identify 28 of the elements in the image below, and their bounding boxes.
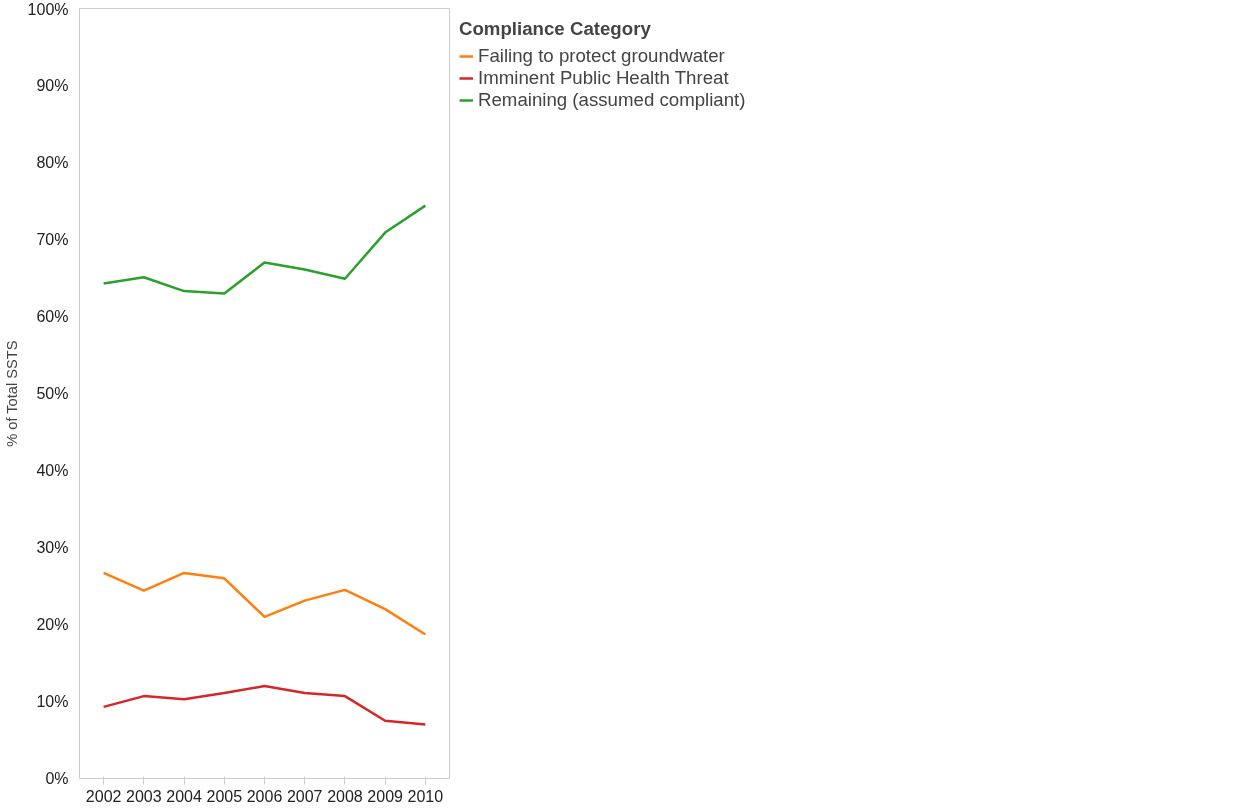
x-tick-label: 2002 <box>85 787 122 805</box>
x-tick-label: 2007 <box>286 787 323 805</box>
x-tick-label: 2006 <box>246 787 283 805</box>
y-tick-label: 80% <box>36 154 69 171</box>
y-tick-label: 30% <box>36 539 69 556</box>
y-tick-label: 60% <box>36 308 69 325</box>
y-tick-label: 70% <box>36 231 69 248</box>
y-tick-label: 0% <box>45 770 69 787</box>
y-tick-label: 90% <box>36 77 69 94</box>
legend-title: Compliance Category <box>459 18 652 40</box>
x-tick-label: 2010 <box>407 787 444 805</box>
x-tick-label: 2003 <box>126 787 162 805</box>
legend-label: Remaining (assumed compliant) <box>478 89 746 111</box>
line-series <box>102 571 427 636</box>
legend-label: Failing to protect groundwater <box>478 45 725 67</box>
x-tick-label: 2008 <box>327 787 363 805</box>
line-series <box>102 684 427 726</box>
x-tick-label: 2004 <box>166 787 202 805</box>
y-tick-label: 100% <box>27 0 69 18</box>
legend-label: Imminent Public Health Threat <box>478 67 729 89</box>
x-tick-label: 2005 <box>206 787 243 805</box>
y-tick-label: 10% <box>36 693 69 710</box>
line-series <box>102 204 427 295</box>
y-tick-label: 50% <box>36 385 69 402</box>
y-axis-title: % of Total SSTS <box>3 340 20 447</box>
x-tick-label: 2009 <box>367 787 404 805</box>
y-tick-label: 20% <box>36 616 69 633</box>
y-tick-label: 40% <box>36 462 69 479</box>
